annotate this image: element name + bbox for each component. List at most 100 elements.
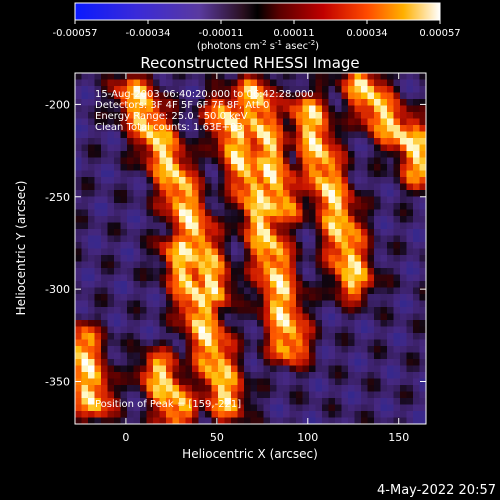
heatmap-cell xyxy=(244,105,251,113)
heatmap-cell xyxy=(179,177,186,184)
heatmap-cell xyxy=(328,131,336,139)
heatmap-cell xyxy=(276,287,284,295)
heatmap-cell xyxy=(406,190,414,197)
heatmap-cell xyxy=(218,352,225,360)
heatmap-cell xyxy=(133,391,141,399)
heatmap-cell xyxy=(166,352,173,360)
heatmap-cell xyxy=(88,203,95,210)
heatmap-cell xyxy=(179,229,186,236)
heatmap-cell xyxy=(257,385,264,392)
heatmap-cell xyxy=(276,261,284,269)
heatmap-cell xyxy=(419,404,426,412)
heatmap-cell xyxy=(192,216,199,223)
heatmap-cell xyxy=(296,398,303,405)
heatmap-cell xyxy=(94,73,102,80)
heatmap-cell xyxy=(94,86,102,93)
heatmap-cell xyxy=(270,346,277,353)
heatmap-cell xyxy=(114,261,121,269)
heatmap-cell xyxy=(257,216,264,223)
heatmap-cell xyxy=(133,86,141,93)
heatmap-cell xyxy=(218,248,225,256)
heatmap-cell xyxy=(133,235,141,243)
heatmap-cell xyxy=(107,131,115,139)
heatmap-cell xyxy=(218,118,225,126)
heatmap-cell xyxy=(380,287,388,295)
heatmap-cell xyxy=(348,333,355,340)
heatmap-cell xyxy=(387,99,394,106)
heatmap-cell xyxy=(101,268,108,275)
heatmap-cell xyxy=(101,209,108,217)
heatmap-cell xyxy=(127,92,134,100)
heatmap-cell xyxy=(400,333,407,340)
heatmap-cell xyxy=(237,99,245,106)
heatmap-cell xyxy=(192,183,199,191)
heatmap-cell xyxy=(374,300,381,308)
heatmap-cell xyxy=(101,196,108,204)
heatmap-cell xyxy=(140,92,147,100)
heatmap-cell xyxy=(322,125,329,132)
heatmap-cell xyxy=(354,183,362,191)
heatmap-cell xyxy=(354,105,362,113)
heatmap-cell xyxy=(367,261,375,269)
heatmap-cell xyxy=(185,144,193,152)
heatmap-cell xyxy=(367,164,375,171)
heatmap-cell xyxy=(341,86,349,93)
heatmap-cell xyxy=(354,404,362,412)
heatmap-cell xyxy=(140,112,147,119)
heatmap-cell xyxy=(172,391,180,399)
heatmap-cell xyxy=(101,333,108,340)
heatmap-cell xyxy=(374,73,381,80)
heatmap-cell xyxy=(218,99,225,106)
heatmap-cell xyxy=(283,307,290,314)
heatmap-cell xyxy=(140,222,147,230)
heatmap-cell xyxy=(315,281,323,288)
heatmap-cell xyxy=(133,346,141,353)
heatmap-cell xyxy=(250,125,258,132)
heatmap-cell xyxy=(133,138,141,145)
heatmap-cell xyxy=(237,385,245,392)
heatmap-cell xyxy=(309,229,316,236)
heatmap-cell xyxy=(94,365,102,373)
heatmap-cell xyxy=(140,118,147,126)
heatmap-cell xyxy=(75,99,82,106)
heatmap-cell xyxy=(75,222,82,230)
heatmap-cell xyxy=(192,196,199,204)
heatmap-cell xyxy=(276,339,284,347)
heatmap-cell xyxy=(231,92,238,100)
heatmap-cell xyxy=(270,92,277,100)
heatmap-cell xyxy=(302,307,310,314)
heatmap-cell xyxy=(198,274,206,282)
heatmap-cell xyxy=(237,268,245,275)
heatmap-cell xyxy=(276,151,284,158)
heatmap-cell xyxy=(413,229,420,236)
heatmap-cell xyxy=(354,131,362,139)
heatmap-cell xyxy=(361,274,368,282)
heatmap-cell xyxy=(211,313,219,321)
heatmap-cell xyxy=(224,242,232,249)
heatmap-cell xyxy=(250,346,258,353)
heatmap-cell xyxy=(237,216,245,223)
heatmap-cell xyxy=(231,157,238,165)
heatmap-cell xyxy=(309,222,316,230)
heatmap-cell xyxy=(296,261,303,269)
heatmap-cell xyxy=(172,261,180,269)
heatmap-cell xyxy=(374,313,381,321)
heatmap-cell xyxy=(172,307,180,314)
heatmap-cell xyxy=(237,73,245,80)
heatmap-cell xyxy=(341,339,349,347)
heatmap-cell xyxy=(211,92,219,100)
heatmap-cell xyxy=(283,268,290,275)
heatmap-cell xyxy=(172,242,180,249)
heatmap-cell xyxy=(283,255,290,262)
heatmap-cell xyxy=(283,157,290,165)
heatmap-cell xyxy=(198,242,206,249)
heatmap-cell xyxy=(380,164,388,171)
heatmap-cell xyxy=(413,333,420,340)
heatmap-cell xyxy=(348,294,355,301)
heatmap-cell xyxy=(270,261,277,269)
heatmap-cell xyxy=(166,372,173,379)
heatmap-cell xyxy=(127,398,134,405)
heatmap-cell xyxy=(341,411,349,418)
heatmap-cell xyxy=(276,242,284,249)
heatmap-cell xyxy=(127,79,134,87)
